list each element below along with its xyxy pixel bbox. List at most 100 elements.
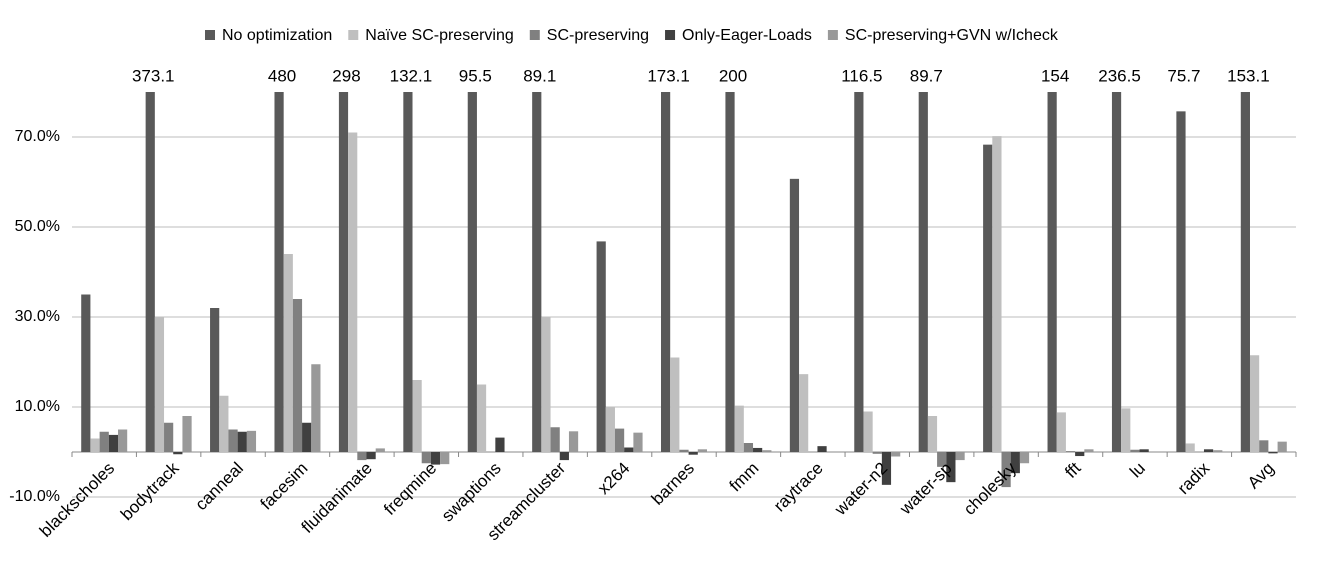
legend-label: SC-preserving xyxy=(547,27,649,44)
bar xyxy=(955,452,965,461)
bar xyxy=(182,416,192,452)
bar xyxy=(596,241,606,452)
bar xyxy=(219,395,229,452)
bar xyxy=(228,429,238,452)
bar xyxy=(1075,452,1085,457)
y-tick-label: 10.0% xyxy=(15,398,60,415)
x-tick-label: lu xyxy=(1126,459,1149,482)
x-tick-label: x264 xyxy=(594,459,634,499)
legend-label: No optimization xyxy=(222,27,332,44)
legend-swatch xyxy=(827,30,838,40)
bar xyxy=(614,428,625,452)
value-label: 236.5 xyxy=(1098,66,1141,85)
value-label: 153.1 xyxy=(1227,66,1270,85)
bar xyxy=(1176,111,1186,452)
bar xyxy=(1259,440,1269,452)
bar xyxy=(1010,452,1020,474)
bar xyxy=(817,446,827,452)
bar xyxy=(90,438,100,452)
x-tick-label: radix xyxy=(1174,458,1214,498)
bar xyxy=(440,452,450,465)
bar xyxy=(891,452,901,457)
bar xyxy=(624,447,634,452)
bar xyxy=(118,429,128,452)
bar xyxy=(1139,449,1149,452)
value-label: 480 xyxy=(268,66,296,85)
legend-label: Naïve SC-preserving xyxy=(365,27,514,44)
bar xyxy=(1185,443,1195,452)
bar xyxy=(154,317,165,452)
bar xyxy=(1277,441,1287,452)
bar xyxy=(697,449,707,452)
y-tick-label: 30.0% xyxy=(15,308,60,325)
x-tick-label: fft xyxy=(1061,458,1084,481)
legend-swatch xyxy=(665,30,676,40)
y-tick-label: 70.0% xyxy=(15,128,60,145)
value-label: 89.7 xyxy=(910,66,943,85)
bar xyxy=(568,431,579,452)
x-tick-label: cholesky xyxy=(960,458,1021,519)
bar xyxy=(274,92,284,452)
bar xyxy=(992,136,1002,452)
bar xyxy=(789,178,800,452)
bar xyxy=(1249,355,1260,452)
bar xyxy=(854,92,864,452)
bar xyxy=(467,92,477,452)
bar xyxy=(421,452,431,464)
bar xyxy=(338,92,349,452)
value-label: 75.7 xyxy=(1167,66,1200,85)
bar xyxy=(762,450,772,452)
bar xyxy=(1111,92,1122,452)
x-tick-label: fmm xyxy=(726,459,763,496)
bar xyxy=(541,317,551,452)
bar xyxy=(937,452,947,467)
bar xyxy=(210,308,220,452)
bar xyxy=(357,452,367,461)
bar xyxy=(302,422,312,452)
x-tick-label: swaptions xyxy=(438,459,505,526)
bar xyxy=(1056,412,1066,452)
bar xyxy=(1065,451,1076,452)
value-label: 132.1 xyxy=(390,66,433,85)
bar xyxy=(145,92,155,452)
x-tick-label: raytrace xyxy=(770,459,827,516)
bar xyxy=(173,452,183,455)
bar xyxy=(348,132,358,452)
y-tick-label: 50.0% xyxy=(15,218,60,235)
legend-label: SC-preserving+GVN w/Icheck xyxy=(845,27,1059,44)
bar xyxy=(1047,92,1057,452)
bar xyxy=(412,380,422,452)
bar xyxy=(108,434,119,452)
bar xyxy=(1203,449,1214,452)
x-tick-label: Avg xyxy=(1244,459,1278,493)
value-label: 116.5 xyxy=(841,66,882,85)
bar xyxy=(725,92,735,452)
bar xyxy=(670,357,680,452)
value-label: 89.1 xyxy=(523,66,556,85)
bar xyxy=(679,449,689,452)
bar xyxy=(1213,450,1223,452)
bar xyxy=(927,416,938,452)
bar xyxy=(872,452,882,454)
x-tick-label: barnes xyxy=(648,459,698,509)
bar xyxy=(734,405,744,452)
bar xyxy=(550,427,560,452)
bar xyxy=(1019,452,1030,464)
legend-swatch xyxy=(529,30,540,40)
bar xyxy=(881,452,892,485)
legend-label: Only-Eager-Loads xyxy=(682,27,812,44)
bar xyxy=(366,452,376,460)
bar xyxy=(99,431,109,452)
value-label: 373.1 xyxy=(132,66,175,85)
bar xyxy=(375,448,385,452)
bar xyxy=(743,443,754,452)
bar xyxy=(495,437,505,452)
x-tick-label: bodytrack xyxy=(117,458,183,524)
bar xyxy=(1001,452,1011,488)
value-label: 173.1 xyxy=(647,66,690,85)
x-tick-label: facesim xyxy=(257,459,312,514)
bar xyxy=(799,374,809,452)
value-label: 298 xyxy=(332,66,360,85)
x-tick-label: freqmine xyxy=(380,459,440,519)
